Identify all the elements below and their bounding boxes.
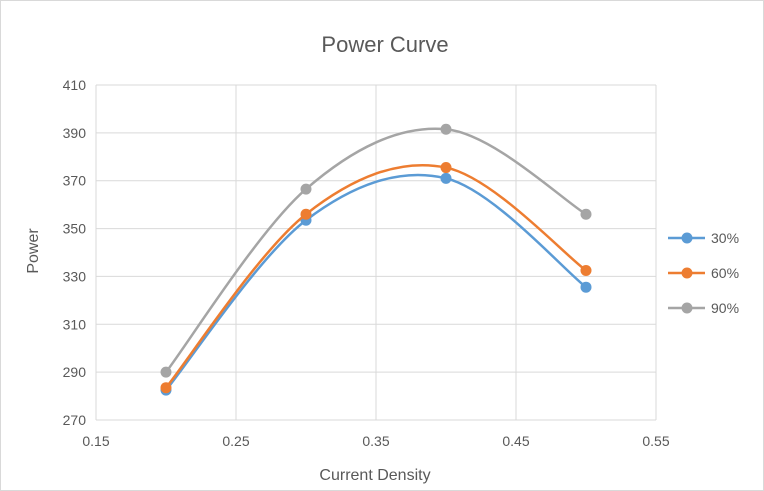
legend-label: 60% xyxy=(711,265,739,281)
series-2 xyxy=(160,123,592,378)
legend-swatch-marker xyxy=(681,232,693,244)
data-point xyxy=(160,382,172,394)
y-tick-label: 290 xyxy=(63,364,87,380)
y-tick-label: 270 xyxy=(63,412,87,428)
y-tick-label: 330 xyxy=(63,268,87,284)
x-tick-label: 0.35 xyxy=(362,433,389,449)
data-point xyxy=(580,208,592,220)
data-point xyxy=(160,366,172,378)
legend: 30% 60% 90% xyxy=(668,230,739,316)
series-line xyxy=(165,127,587,373)
chart-title: Power Curve xyxy=(321,32,448,57)
x-axis-title: Current Density xyxy=(319,467,430,484)
series-1 xyxy=(160,162,592,394)
data-point xyxy=(440,162,452,174)
legend-item: 60% xyxy=(668,265,739,281)
y-tick-label: 390 xyxy=(63,125,87,141)
x-tick-label: 0.55 xyxy=(642,433,669,449)
x-tick-label: 0.25 xyxy=(222,433,249,449)
series-line xyxy=(165,173,587,391)
data-point xyxy=(440,172,452,184)
data-point xyxy=(580,281,592,293)
x-tick-label: 0.15 xyxy=(82,433,109,449)
legend-label: 90% xyxy=(711,300,739,316)
y-axis-title: Power xyxy=(25,228,42,274)
y-tick-label: 350 xyxy=(63,221,87,237)
data-point xyxy=(580,264,592,276)
data-point xyxy=(440,123,452,135)
legend-label: 30% xyxy=(711,230,739,246)
legend-item: 30% xyxy=(668,230,739,246)
data-point xyxy=(300,183,312,195)
y-tick-label: 310 xyxy=(63,316,87,332)
y-tick-label: 370 xyxy=(63,173,87,189)
x-tick-label: 0.45 xyxy=(502,433,529,449)
series-layer xyxy=(160,123,592,396)
legend-swatch-marker xyxy=(681,302,693,314)
legend-swatch-marker xyxy=(681,267,693,279)
data-point xyxy=(300,208,312,220)
series-line xyxy=(165,163,587,389)
legend-item: 90% xyxy=(668,300,739,316)
axes: 270 290 310 330 350 370 390 410 0.15 0.25 0.35 0.45… xyxy=(63,77,670,449)
y-tick-label: 410 xyxy=(63,77,87,93)
